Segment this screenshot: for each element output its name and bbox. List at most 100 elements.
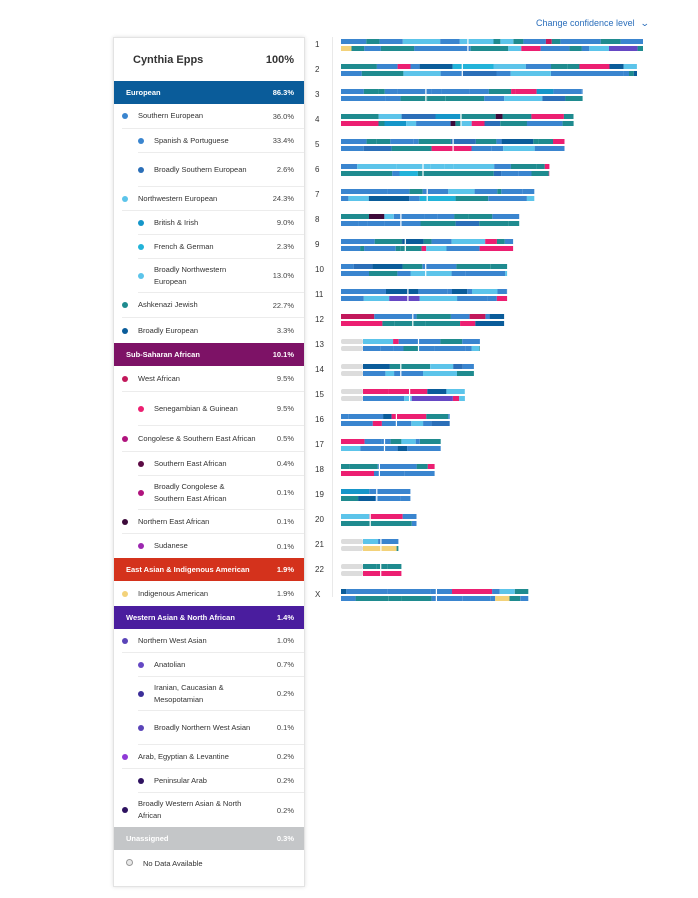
color-swatch-icon xyxy=(122,195,128,202)
chromosome-segment xyxy=(455,196,489,201)
ancestry-row-ashkenazi-jewish[interactable]: Ashkenazi Jewish 22.7% xyxy=(122,293,304,318)
ancestry-row-broadly-southern-european[interactable]: Broadly Southern European 2.6% xyxy=(138,153,304,187)
chromosome-segment xyxy=(513,39,524,44)
ancestry-percent: 9.5% xyxy=(276,374,294,383)
ancestry-percent: 1.9% xyxy=(276,565,294,574)
chromosome-segment xyxy=(459,39,494,44)
chromosome-segment xyxy=(385,96,401,101)
ancestry-row-indigenous-american[interactable]: Indigenous American 1.9% xyxy=(122,581,304,606)
color-swatch-icon xyxy=(138,166,144,173)
ancestry-row-broadly-european[interactable]: Broadly European 3.3% xyxy=(122,318,304,343)
chromosome-segment xyxy=(363,89,379,94)
chromosome-segment xyxy=(358,221,368,226)
chevron-down-icon: ⌄ xyxy=(639,18,650,28)
centromere-mark xyxy=(461,71,463,76)
chromosome-segment xyxy=(395,246,401,251)
chromosome-label: 9 xyxy=(315,240,320,249)
chromosome-segment xyxy=(545,39,552,44)
chromosome-segment xyxy=(426,246,447,251)
ancestry-label: Indigenous American xyxy=(138,588,209,598)
ancestry-row-spanish-portuguese[interactable]: Spanish & Portuguese 33.4% xyxy=(138,129,304,153)
chromosome-segment xyxy=(357,164,397,169)
chromosome-segment xyxy=(465,271,506,276)
ancestry-percent: 0.2% xyxy=(276,805,294,815)
ancestry-row-southern-european[interactable]: Southern European 36.0% xyxy=(122,104,304,129)
category-row-european[interactable]: European 86.3% xyxy=(114,81,304,104)
chromosome-segment xyxy=(397,64,411,69)
ancestry-row-congolese-southern-east-african[interactable]: Congolese & Southern East African 0.5% xyxy=(122,426,304,452)
chromosome-segment xyxy=(542,96,566,101)
category-row-unassigned[interactable]: Unassigned 0.3% xyxy=(114,827,304,850)
chromosome-segment xyxy=(521,46,541,51)
ancestry-row-sudanese[interactable]: Sudanese 0.1% xyxy=(138,534,304,558)
chromosome-segment xyxy=(497,289,506,294)
ancestry-row-broadly-western-asian-north-african[interactable]: Broadly Western Asian & North African 0.2… xyxy=(122,793,304,827)
centromere-mark xyxy=(369,521,371,526)
chromosome-segment xyxy=(430,589,452,594)
chromosome-segment xyxy=(400,496,411,501)
chromosome-segment xyxy=(368,196,410,201)
ancestry-row-arab-egyptian-levantine[interactable]: Arab, Egyptian & Levantine 0.2% xyxy=(122,745,304,769)
chromosome-segment xyxy=(396,546,399,551)
chromosome-segment xyxy=(341,139,367,144)
ancestry-percent: 2.6% xyxy=(276,165,294,174)
chromosome-segment xyxy=(462,364,474,369)
chromosome-segment xyxy=(457,171,494,176)
chromosome-segment xyxy=(365,171,393,176)
chromosome-segment xyxy=(349,464,378,469)
ancestry-row-peninsular-arab[interactable]: Peninsular Arab 0.2% xyxy=(138,769,304,793)
chromosome-segment xyxy=(363,571,402,576)
chromosome-label: 19 xyxy=(315,490,324,499)
centromere-mark xyxy=(409,396,411,401)
centromere-mark xyxy=(422,164,424,169)
category-row-east-asian-indigenous-american[interactable]: East Asian & Indigenous American 1.9% xyxy=(114,558,304,581)
ancestry-row-broadly-northern-west-asian[interactable]: Broadly Northern West Asian 0.1% xyxy=(138,711,304,745)
chromosome-label: 1 xyxy=(315,40,320,49)
chromosome-segment xyxy=(400,96,428,101)
chromosome-segment xyxy=(496,296,508,301)
chromosome-segment xyxy=(435,114,461,119)
category-row-sub-saharan-african[interactable]: Sub-Saharan African 10.1% xyxy=(114,343,304,366)
ancestry-row-northwestern-european[interactable]: Northwestern European 24.3% xyxy=(122,187,304,211)
chromosome-segment xyxy=(444,596,463,601)
ancestry-label: Broadly Congolese & Southern East Africa… xyxy=(154,481,227,503)
centromere-mark xyxy=(380,546,382,551)
ancestry-row-broadly-congolese-southern-east-african[interactable]: Broadly Congolese & Southern East Africa… xyxy=(138,476,304,510)
ancestry-percent: 1.9% xyxy=(276,589,294,598)
chromosome-segment xyxy=(431,421,450,426)
ancestry-row-senegambian-guinean[interactable]: Senegambian & Guinean 9.5% xyxy=(138,392,304,426)
chromosome-label: 12 xyxy=(315,315,324,324)
chromosome-segment xyxy=(531,171,549,176)
ancestry-label: British & Irish xyxy=(154,217,199,227)
ancestry-row-northern-west-asian[interactable]: Northern West Asian 1.0% xyxy=(122,629,304,653)
ancestry-row-french-german[interactable]: French & German 2.3% xyxy=(138,235,304,259)
ancestry-row-iranian-caucasian-mesopotamian[interactable]: Iranian, Caucasian & Mesopotamian 0.2% xyxy=(138,677,304,711)
ancestry-label: West African xyxy=(138,373,180,383)
ancestry-label: Unassigned xyxy=(126,834,169,843)
ancestry-label: Northern East African xyxy=(138,516,210,526)
ancestry-row-broadly-northwestern-european[interactable]: Broadly Northwestern European 13.0% xyxy=(138,259,304,293)
chromosome-segment xyxy=(489,314,505,319)
chromosome-segment xyxy=(341,264,354,269)
chromosome-segment xyxy=(341,589,347,594)
ancestry-row-west-african[interactable]: West African 9.5% xyxy=(122,366,304,392)
change-confidence-link[interactable]: Change confidence level ⌄ xyxy=(536,18,650,29)
ancestry-row-anatolian[interactable]: Anatolian 0.7% xyxy=(138,653,304,677)
chromosome-segment xyxy=(397,89,432,94)
ancestry-row-british-irish[interactable]: British & Irish 9.0% xyxy=(138,211,304,235)
centromere-mark xyxy=(376,489,378,494)
chromosome-segment xyxy=(376,139,391,144)
centromere-mark xyxy=(380,571,382,576)
chromosome-segment xyxy=(377,521,412,526)
ancestry-percent: 9.5% xyxy=(276,404,294,413)
chromosome-segment xyxy=(520,71,551,76)
centromere-mark xyxy=(407,289,409,294)
chromosome-segment xyxy=(353,264,373,269)
chromosome-label: 4 xyxy=(315,115,320,124)
ancestry-row-northern-east-african[interactable]: Northern East African 0.1% xyxy=(122,510,304,534)
chromosome-segment xyxy=(434,346,465,351)
chromosome-segment xyxy=(389,364,431,369)
ancestry-row-southern-east-african[interactable]: Southern East African 0.4% xyxy=(138,452,304,476)
category-row-western-asian-north-african[interactable]: Western Asian & North African 1.4% xyxy=(114,606,304,629)
chromosome-segment xyxy=(369,214,385,219)
